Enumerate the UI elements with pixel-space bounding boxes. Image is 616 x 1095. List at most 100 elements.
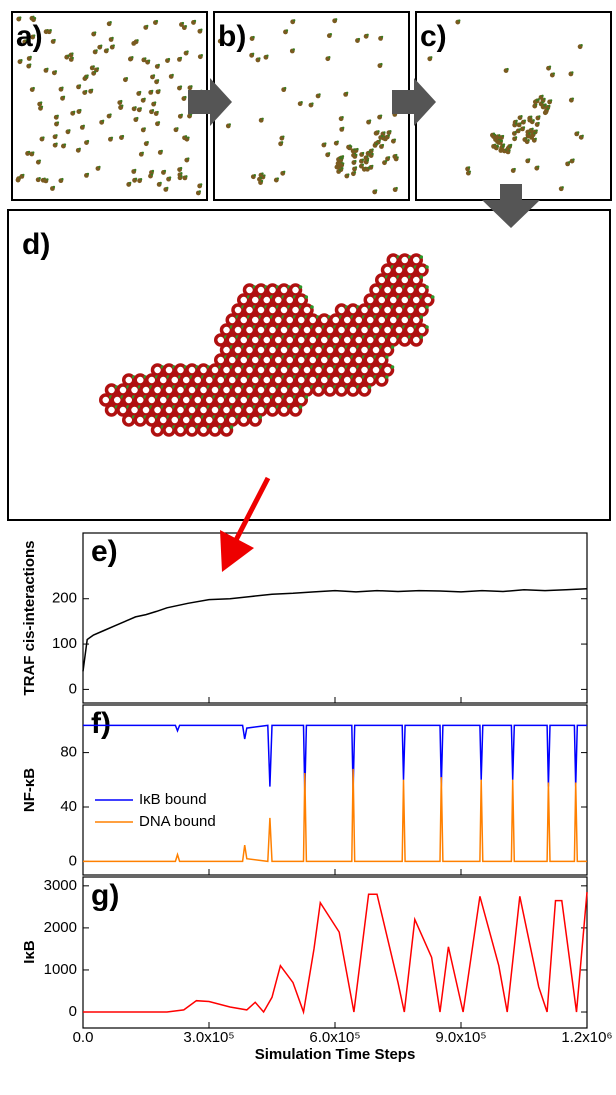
particle bbox=[380, 62, 383, 66]
particle bbox=[276, 177, 280, 180]
particle bbox=[532, 119, 535, 122]
particle bbox=[572, 158, 575, 161]
snapshots bbox=[7, 11, 612, 521]
particle bbox=[86, 172, 90, 176]
ring bbox=[294, 393, 308, 407]
y-tick-label: 0 bbox=[69, 852, 77, 869]
particle bbox=[292, 48, 296, 51]
particle bbox=[318, 93, 321, 96]
ring-node bbox=[298, 405, 303, 409]
particle bbox=[61, 86, 64, 89]
particle bbox=[561, 186, 564, 189]
particle bbox=[537, 165, 540, 168]
particle bbox=[176, 127, 179, 130]
particle bbox=[200, 28, 203, 31]
y-axis-label: NF-κB bbox=[21, 768, 38, 812]
panel-label: e) bbox=[91, 535, 118, 568]
particle bbox=[150, 173, 154, 176]
particle bbox=[101, 119, 105, 123]
particle bbox=[383, 131, 386, 134]
particle bbox=[111, 36, 114, 40]
particle bbox=[190, 85, 193, 88]
particle bbox=[187, 157, 190, 160]
particle bbox=[502, 143, 506, 146]
panel-frame bbox=[415, 11, 612, 201]
ring-node bbox=[419, 255, 424, 259]
particle bbox=[361, 151, 365, 155]
particle bbox=[61, 177, 64, 181]
particle bbox=[112, 44, 115, 47]
x-tick-label: 9.0x10⁵ bbox=[435, 1029, 486, 1046]
particle bbox=[199, 183, 203, 186]
particle bbox=[498, 134, 501, 137]
particle bbox=[393, 138, 397, 141]
particle bbox=[338, 156, 342, 160]
particle bbox=[84, 89, 88, 93]
particle bbox=[389, 130, 392, 133]
ring bbox=[415, 303, 429, 317]
particle bbox=[143, 97, 146, 101]
particle bbox=[528, 132, 531, 135]
ring-node bbox=[304, 295, 309, 299]
particle bbox=[153, 101, 157, 104]
particle bbox=[93, 70, 97, 74]
particle bbox=[368, 150, 371, 154]
y-tick-label: 40 bbox=[60, 798, 77, 815]
panel-label: a) bbox=[16, 20, 43, 53]
ring bbox=[409, 313, 423, 327]
x-tick-label: 3.0x10⁵ bbox=[183, 1029, 234, 1046]
particle bbox=[71, 56, 74, 60]
particle bbox=[110, 136, 114, 139]
ring bbox=[415, 283, 429, 297]
particle bbox=[492, 132, 496, 135]
particle bbox=[251, 52, 255, 56]
y-tick-label: 2000 bbox=[44, 919, 77, 936]
particle bbox=[38, 177, 41, 180]
ring-node bbox=[367, 385, 372, 389]
ring bbox=[415, 323, 429, 337]
particle bbox=[151, 169, 155, 173]
ring bbox=[380, 343, 395, 357]
particle bbox=[353, 148, 356, 151]
particle bbox=[19, 16, 22, 19]
particle bbox=[509, 143, 513, 147]
particle bbox=[72, 110, 76, 114]
particle bbox=[228, 123, 232, 126]
particle bbox=[283, 170, 286, 174]
y-tick-label: 0 bbox=[69, 680, 77, 697]
particle bbox=[131, 56, 134, 59]
particle bbox=[353, 170, 357, 174]
particle bbox=[42, 136, 45, 139]
particle bbox=[168, 176, 172, 179]
particle bbox=[501, 145, 505, 148]
particle bbox=[160, 149, 163, 153]
particle bbox=[261, 117, 264, 120]
particle bbox=[186, 50, 189, 53]
particle bbox=[220, 38, 223, 41]
particle bbox=[253, 174, 257, 177]
particle bbox=[78, 84, 82, 87]
particle bbox=[367, 166, 371, 169]
particle bbox=[146, 140, 149, 144]
ring bbox=[409, 333, 423, 347]
particle bbox=[158, 89, 161, 92]
ring-node bbox=[258, 415, 263, 419]
particle bbox=[29, 55, 32, 59]
particle bbox=[541, 94, 544, 98]
particle bbox=[549, 99, 553, 102]
particle bbox=[90, 88, 94, 91]
panel-label: d) bbox=[22, 228, 50, 261]
flow-arrow bbox=[188, 78, 232, 126]
particle bbox=[200, 54, 204, 57]
particle bbox=[134, 168, 137, 172]
particle bbox=[29, 63, 32, 66]
y-axis-label: IκB bbox=[21, 940, 38, 964]
particle bbox=[25, 39, 28, 42]
particle bbox=[384, 159, 388, 163]
particle bbox=[86, 139, 90, 143]
y-axis-label: TRAF cis-interactions bbox=[21, 540, 38, 695]
particle bbox=[109, 21, 112, 24]
panel-label: b) bbox=[218, 20, 246, 53]
particle bbox=[180, 175, 183, 178]
particle bbox=[552, 72, 556, 75]
